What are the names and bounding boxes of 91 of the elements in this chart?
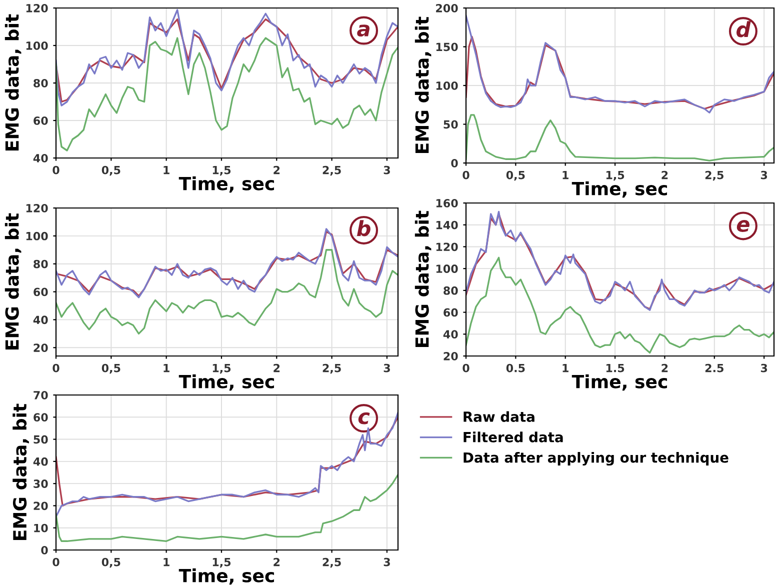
y-tick-label: 0 [451,158,458,168]
x-tick-label: 0,5 [102,364,120,374]
y-axis-title: EMG data, bit [12,404,29,540]
x-tick-label: 2 [662,170,668,180]
y-tick-label: 150 [436,42,458,52]
x-tick-label: 1,5 [212,166,231,176]
x-tick-label: 2,5 [322,364,341,374]
y-tick-label: 80 [34,260,48,268]
y-tick-label: 60 [444,308,458,317]
x-axis-title: Time, sec [178,374,274,391]
y-tick-label: 20 [444,352,458,360]
x-axis-title: Time, sec [178,568,274,585]
x-tick-label: 2 [274,558,280,566]
legend-label: Data after applying our technique [464,452,728,466]
line-series [56,249,398,334]
y-tick-label: 140 [436,220,458,230]
y-tick-label: 40 [33,457,48,466]
y-axis-title: EMG data, bit [4,14,22,150]
annotation: b [356,220,370,236]
y-axis-title: EMG data, bit [414,16,432,153]
x-tick-label: 1 [164,166,170,174]
y-tick-label: 100 [436,264,458,273]
annotation: a [357,24,370,37]
y-tick-label: 60 [34,413,48,422]
y-tick-label: 20 [34,502,48,510]
y-tick-label: 200 [436,4,458,12]
x-tick-label: 2 [274,364,280,372]
x-axis-title: Time, sec [572,374,667,391]
x-tick-label: 2,5 [705,170,724,181]
y-tick-label: 80 [444,286,458,295]
y-tick-label: 40 [33,316,48,324]
x-tick-label: 1,5 [606,170,624,181]
line-series [466,256,774,354]
x-tick-label: 3 [384,558,390,566]
x-tick-label: 1 [164,558,170,566]
y-tick-label: 120 [26,204,48,212]
x-tick-label: 0,5 [102,558,120,568]
x-tick-label: 0 [462,170,470,180]
x-tick-label: 2 [274,166,280,174]
legend-label: Filtered data [464,432,563,442]
y-tick-label: 70 [34,390,48,400]
y-tick-label: 20 [34,344,48,352]
x-tick-label: 1,5 [212,558,231,568]
y-tick-label: 0 [41,546,48,554]
legend-label: Raw data [464,411,534,422]
x-tick-label: 2,5 [322,166,341,176]
x-axis-title: Time, sec [178,176,274,193]
x-tick-label: 0.5 [506,364,525,372]
x-tick-label: 0 [52,364,60,372]
x-tick-label: 0 [462,364,470,372]
annotation: d [736,21,751,38]
annotation: e [736,220,750,232]
y-axis-title: EMG data, bit [414,210,432,347]
x-tick-label: 3 [760,364,768,372]
x-tick-label: 0,5 [102,166,120,176]
line-series [466,36,774,110]
x-tick-label: 1 [562,364,568,372]
line-series [56,474,398,542]
y-tick-label: 10 [34,524,48,532]
x-tick-label: 3 [384,166,390,174]
y-tick-label: 30 [34,480,48,488]
y-tick-label: 50 [34,435,48,444]
y-tick-label: 100 [26,41,48,50]
x-tick-label: 3 [760,170,768,180]
x-tick-label: 3 [384,364,390,372]
y-tick-label: 160 [436,198,458,208]
y-tick-label: 120 [26,4,48,12]
x-tick-label: 1.5 [606,364,624,372]
y-tick-label: 80 [34,78,48,88]
y-tick-label: 100 [436,81,458,90]
line-series [466,14,774,114]
x-tick-label: 2,5 [322,558,341,568]
y-tick-label: 100 [26,232,48,240]
x-tick-label: 0 [52,166,60,174]
x-tick-label: 1,5 [212,364,231,374]
x-tick-label: 2 [662,364,668,372]
x-tick-label: 0 [52,558,60,566]
x-tick-label: 2.5 [705,364,724,372]
annotation: c [358,412,370,424]
line-series [56,37,398,152]
y-tick-label: 40 [443,330,458,339]
y-tick-label: 120 [436,242,458,252]
y-tick-label: 60 [34,288,48,296]
x-tick-label: 1 [562,170,568,180]
y-tick-label: 60 [34,116,48,125]
x-axis-title: Time, sec [572,181,667,198]
y-tick-label: 50 [444,120,458,129]
y-axis-title: EMG data, bit [4,213,22,350]
y-tick-label: 40 [33,154,48,162]
x-tick-label: 1 [164,364,170,372]
x-tick-label: 0,5 [506,170,525,181]
